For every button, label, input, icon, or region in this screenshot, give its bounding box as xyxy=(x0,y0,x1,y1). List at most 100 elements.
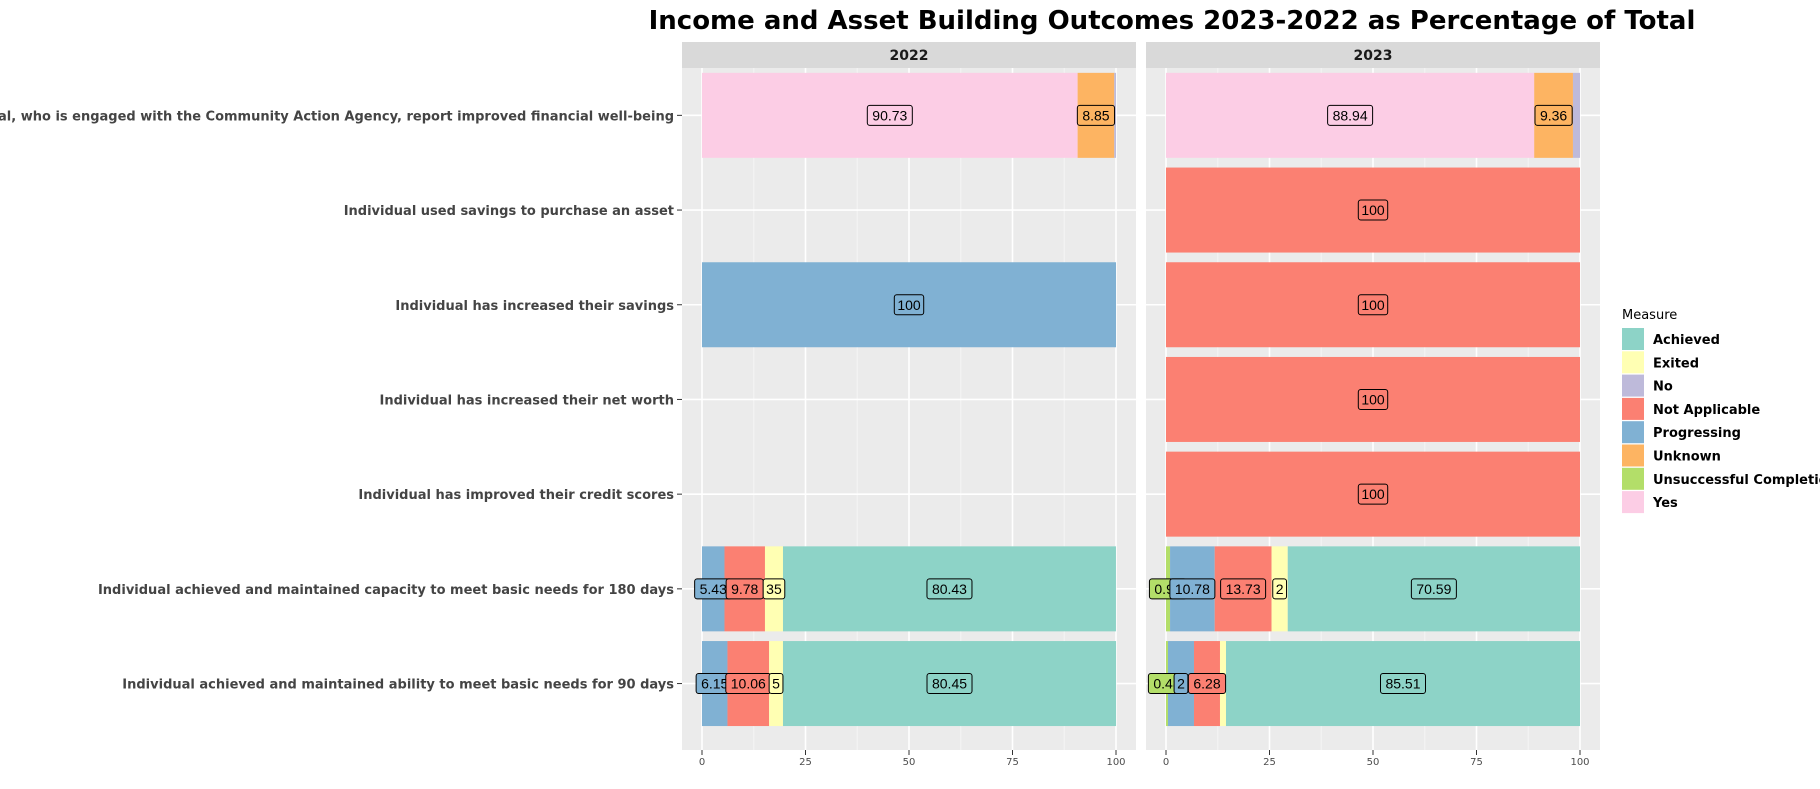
data-label: 90.73 xyxy=(866,104,913,126)
data-label-text: 10.78 xyxy=(1175,581,1210,597)
facet-strip xyxy=(682,42,1136,68)
data-label-box xyxy=(926,673,973,695)
data-label-text: 5.43 xyxy=(700,581,727,597)
data-label: 5 xyxy=(768,673,784,695)
legend-entry: Unsuccessful Completion xyxy=(1622,467,1820,490)
category-label: Individual achieved and maintained abili… xyxy=(122,678,674,693)
data-label-box xyxy=(762,578,786,600)
legend: Measure Achieved Exited No Not Applicable Pr… xyxy=(1622,308,1820,514)
data-label: 88.94 xyxy=(1327,104,1374,126)
data-label: 2 xyxy=(1272,578,1288,600)
legend-swatch xyxy=(1622,351,1644,374)
data-label: 100 xyxy=(1357,483,1389,505)
legend-entry: Not Applicable xyxy=(1622,397,1760,420)
category-label: Individual achieved and maintained capac… xyxy=(98,583,674,598)
data-label-text: 9.36 xyxy=(1540,107,1567,123)
data-label-text: 70.59 xyxy=(1416,581,1451,597)
data-label: 70.59 xyxy=(1410,578,1457,600)
legend-entry: Progressing xyxy=(1622,421,1741,444)
data-label-text: 9.78 xyxy=(731,581,758,597)
data-label-text: 80.43 xyxy=(932,581,967,597)
data-label-text: 88.94 xyxy=(1333,107,1368,123)
data-label: 5.43 xyxy=(694,578,733,600)
data-label-text: 6.28 xyxy=(1193,676,1220,692)
data-label-text: 2 xyxy=(1276,581,1284,597)
data-label: 9.36 xyxy=(1534,104,1573,126)
data-label-text: 90.73 xyxy=(872,107,907,123)
bar-segment-no xyxy=(1114,72,1116,158)
data-label-text: 10.06 xyxy=(731,676,766,692)
data-label-text: 85.51 xyxy=(1385,676,1420,692)
data-label-box xyxy=(926,578,973,600)
data-label-text: 6.15 xyxy=(701,676,728,692)
data-label-box xyxy=(1220,578,1267,600)
x-tick-label: 0 xyxy=(699,757,705,768)
category-label: Individual has improved their credit sco… xyxy=(358,488,674,503)
data-label: 100 xyxy=(893,294,925,316)
data-label-text: 5 xyxy=(772,676,780,692)
data-label-box xyxy=(1357,199,1389,221)
category-label: Individual has increased their net worth xyxy=(379,393,674,408)
data-label: 80.45 xyxy=(926,673,973,695)
x-tick-label: 50 xyxy=(1367,757,1380,768)
data-label: 100 xyxy=(1357,294,1389,316)
data-label-box xyxy=(1534,104,1573,126)
data-label: 100 xyxy=(1357,388,1389,410)
data-label: 10.06 xyxy=(725,673,772,695)
x-tick-label: 0 xyxy=(1163,757,1169,768)
data-label: 13.73 xyxy=(1220,578,1267,600)
category-label: This individual, who is engaged with the… xyxy=(0,109,674,124)
legend-entry: Achieved xyxy=(1622,328,1720,350)
data-label: 10.78 xyxy=(1169,578,1216,600)
data-label-box xyxy=(866,104,913,126)
category-label: Individual has increased their savings xyxy=(395,299,674,314)
data-label: 2 xyxy=(1173,673,1189,695)
legend-entry: No xyxy=(1622,374,1673,397)
legend-swatch xyxy=(1622,467,1644,490)
data-label-box xyxy=(768,673,784,695)
facet-strip xyxy=(1146,42,1600,68)
data-label-box xyxy=(1272,578,1288,600)
data-label-text: 80.45 xyxy=(932,676,967,692)
facet-strip-label: 2023 xyxy=(1354,48,1393,64)
legend-entry: Yes xyxy=(1622,491,1678,514)
legend-swatch xyxy=(1622,397,1644,420)
data-label: 85.51 xyxy=(1379,673,1426,695)
data-label-text: 2 xyxy=(1177,676,1185,692)
legend-entry: Unknown xyxy=(1622,444,1721,467)
x-tick-label: 100 xyxy=(1106,757,1125,768)
x-tick-label: 75 xyxy=(1470,757,1483,768)
data-label-text: 100 xyxy=(897,297,921,313)
x-tick-label: 50 xyxy=(903,757,916,768)
data-label-text: 100 xyxy=(1361,391,1385,407)
legend-label: Progressing xyxy=(1653,426,1741,441)
facet-panel-2022: 2022 0 25 50 75 100 90.73 8.85 100 5.43 9.78 35 80.4… xyxy=(682,42,1136,768)
legend-label: Exited xyxy=(1653,356,1699,371)
x-tick-label: 25 xyxy=(1263,757,1276,768)
data-label: 6.15 xyxy=(695,673,734,695)
data-label-box xyxy=(1187,673,1227,695)
legend-title: Measure xyxy=(1622,308,1677,323)
data-label-box xyxy=(1379,673,1426,695)
legend-swatch xyxy=(1622,444,1644,467)
data-label-text: 100 xyxy=(1361,486,1385,502)
data-label: 80.43 xyxy=(926,578,973,600)
data-label-box xyxy=(893,294,925,316)
data-label-text: 100 xyxy=(1361,297,1385,313)
legend-entry: Exited xyxy=(1622,351,1699,374)
legend-swatch xyxy=(1622,374,1644,397)
data-label-box xyxy=(1357,483,1389,505)
data-label: 100 xyxy=(1357,199,1389,221)
data-label: 35 xyxy=(762,578,786,600)
x-tick-label: 25 xyxy=(799,757,812,768)
category-label: Individual used savings to purchase an a… xyxy=(344,204,674,219)
data-label-text: 35 xyxy=(766,581,782,597)
bar-segment-no xyxy=(1572,72,1580,158)
data-label: 8.85 xyxy=(1076,104,1116,126)
data-label-text: 8.85 xyxy=(1082,107,1109,123)
legend-label: Unsuccessful Completion xyxy=(1653,473,1820,488)
legend-label: Yes xyxy=(1652,496,1678,511)
